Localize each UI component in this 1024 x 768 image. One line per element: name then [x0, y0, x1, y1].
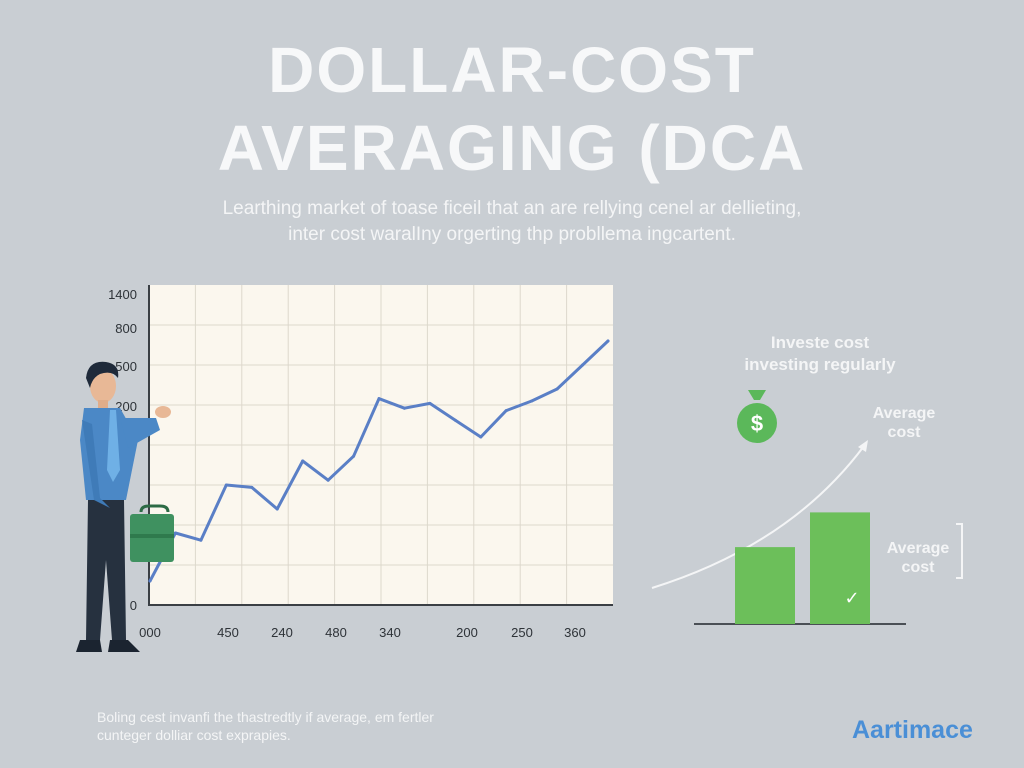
line-point: [581, 363, 585, 367]
line-point: [301, 459, 305, 463]
x-tick-label: 360: [564, 625, 586, 640]
line-point: [352, 454, 356, 458]
x-tick-label: 250: [511, 625, 533, 640]
checkmark-icon: ✓: [844, 588, 859, 609]
businessman-illustration-icon: [76, 361, 171, 652]
brand-logo: Aartimace: [852, 716, 973, 744]
subtitle-line1: Learthing market of toase ficeil that an…: [222, 198, 802, 219]
footer-line1: Boling cest invanfi the thastredtly if a…: [97, 709, 434, 725]
side-heading-line2: investing regularly: [744, 355, 896, 374]
x-tick-label: 200: [456, 625, 478, 640]
arrow-label-line1: Average: [872, 405, 936, 422]
x-tick-label: 240: [271, 625, 293, 640]
y-tick-label: 1400: [108, 287, 137, 302]
x-tick-label: 480: [325, 625, 347, 640]
trend-arrow-icon: [651, 440, 868, 589]
x-tick-label: 450: [217, 625, 239, 640]
bar-label-line2: cost: [901, 559, 935, 576]
line-point: [275, 507, 279, 511]
line-point: [199, 538, 203, 542]
main-title-line1: DOLLAR-COST: [268, 34, 756, 106]
line-point: [453, 418, 457, 422]
bar-label-line1: Average: [886, 540, 950, 557]
footer-line2: cunteger dolliar cost exprapies.: [97, 727, 291, 743]
line-point: [173, 531, 177, 535]
line-point: [250, 485, 254, 489]
chart-grid: [149, 285, 613, 605]
bracket-icon: [956, 523, 963, 579]
line-point: [326, 478, 330, 482]
line-point: [606, 339, 610, 343]
side-heading-line1: Investe cost: [770, 333, 870, 352]
briefcase-icon: [130, 504, 174, 562]
x-tick-label: 000: [139, 625, 161, 640]
line-point: [555, 387, 559, 391]
y-tick-label: 800: [115, 321, 137, 336]
line-point: [530, 399, 534, 403]
arrow-label-line2: cost: [887, 424, 921, 441]
line-point: [224, 483, 228, 487]
line-point: [428, 401, 432, 405]
y-tick-label: 500: [115, 359, 137, 374]
line-point: [504, 409, 508, 413]
line-point: [479, 435, 483, 439]
average-cost-bar-1: [735, 547, 795, 624]
average-cost-bar-2: [810, 512, 870, 624]
subtitle-line2: inter cost waralIny orgerting thp probll…: [288, 224, 736, 245]
y-tick-label: 0: [130, 598, 137, 613]
money-bag-icon: [737, 390, 777, 443]
dollar-sign-icon: $: [751, 411, 763, 436]
main-title-line2: AVERAGING (DCA: [217, 112, 807, 184]
line-point: [377, 397, 381, 401]
line-point: [148, 579, 152, 583]
line-point: [402, 406, 406, 410]
x-tick-label: 340: [379, 625, 401, 640]
